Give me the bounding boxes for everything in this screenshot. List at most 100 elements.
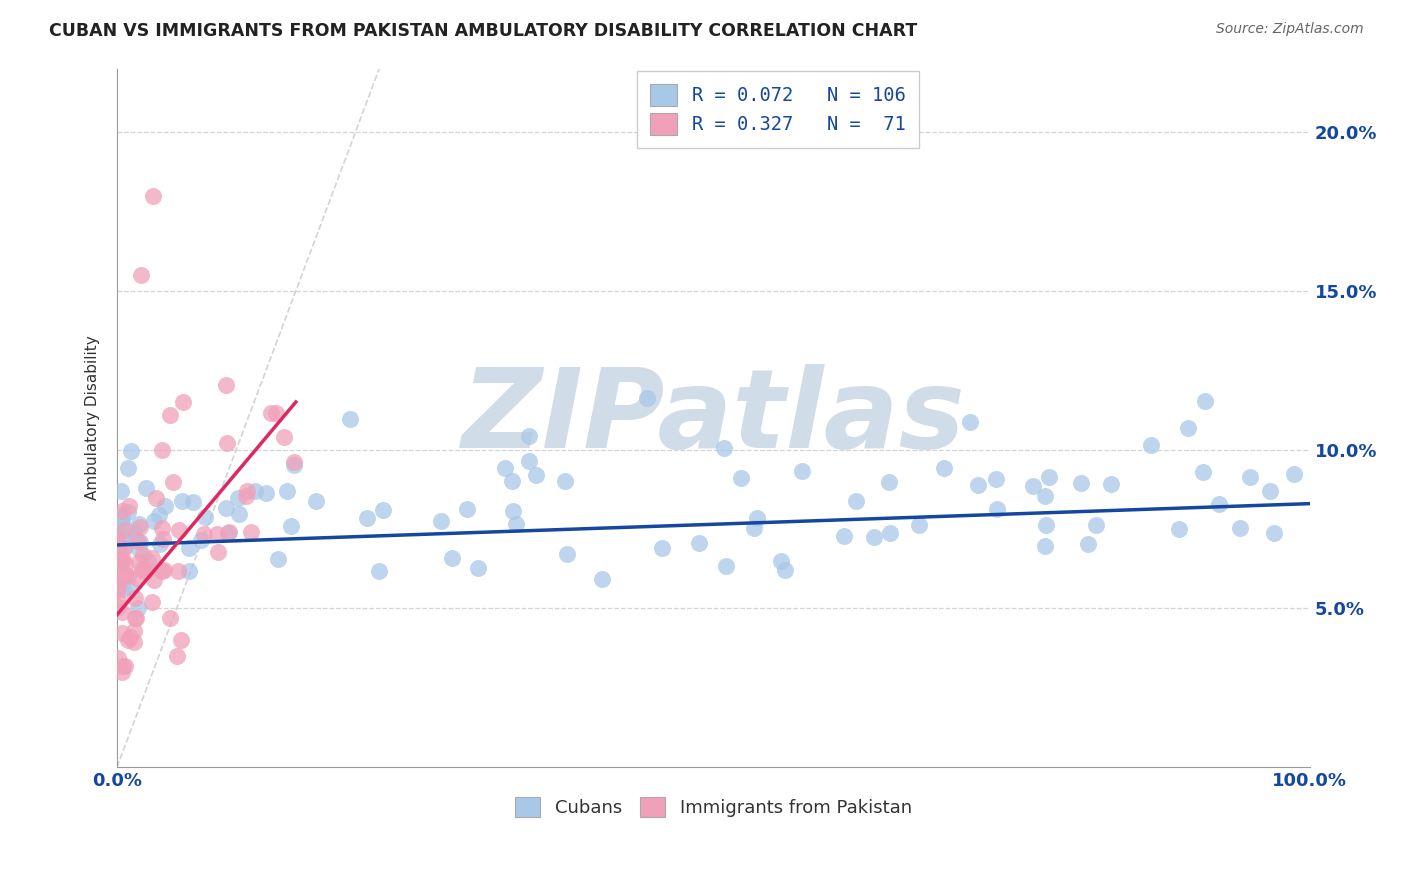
- Point: [190, 533, 212, 547]
- Point: [194, 509, 217, 524]
- Point: [966, 478, 988, 492]
- Point: [205, 527, 228, 541]
- Point: [111, 552, 134, 566]
- Point: [934, 460, 956, 475]
- Point: [276, 483, 298, 498]
- Point: [143, 574, 166, 588]
- Point: [159, 610, 181, 624]
- Text: CUBAN VS IMMIGRANTS FROM PAKISTAN AMBULATORY DISABILITY CORRELATION CHART: CUBAN VS IMMIGRANTS FROM PAKISTAN AMBULA…: [49, 22, 918, 40]
- Point: [172, 494, 194, 508]
- Point: [266, 552, 288, 566]
- Point: [441, 551, 464, 566]
- Point: [235, 489, 257, 503]
- Point: [122, 524, 145, 539]
- Point: [125, 611, 148, 625]
- Point: [124, 531, 146, 545]
- Point: [879, 526, 901, 541]
- Point: [591, 572, 613, 586]
- Point: [129, 268, 152, 282]
- Point: [557, 547, 579, 561]
- Point: [254, 486, 277, 500]
- Point: [128, 541, 150, 556]
- Point: [430, 514, 453, 528]
- Point: [283, 455, 305, 469]
- Point: [128, 519, 150, 533]
- Point: [145, 491, 167, 505]
- Point: [845, 494, 868, 508]
- Point: [1070, 476, 1092, 491]
- Point: [110, 508, 132, 523]
- Point: [111, 504, 134, 518]
- Point: [107, 540, 129, 554]
- Point: [111, 511, 134, 525]
- Point: [1177, 421, 1199, 435]
- Point: [105, 532, 128, 546]
- Point: [688, 535, 710, 549]
- Point: [228, 491, 250, 505]
- Point: [127, 571, 149, 585]
- Point: [1191, 465, 1213, 479]
- Point: [138, 554, 160, 568]
- Point: [117, 460, 139, 475]
- Point: [1085, 517, 1108, 532]
- Point: [141, 595, 163, 609]
- Point: [132, 548, 155, 562]
- Point: [150, 564, 173, 578]
- Point: [167, 524, 190, 538]
- Point: [135, 481, 157, 495]
- Point: [305, 493, 328, 508]
- Point: [714, 558, 737, 573]
- Point: [148, 508, 170, 523]
- Point: [107, 523, 129, 537]
- Point: [1033, 490, 1056, 504]
- Point: [769, 553, 792, 567]
- Point: [730, 471, 752, 485]
- Point: [159, 409, 181, 423]
- Point: [152, 532, 174, 546]
- Point: [110, 552, 132, 566]
- Point: [111, 509, 134, 524]
- Point: [773, 563, 796, 577]
- Point: [111, 582, 134, 597]
- Point: [467, 560, 489, 574]
- Point: [651, 541, 673, 555]
- Point: [141, 551, 163, 566]
- Point: [1035, 518, 1057, 533]
- Point: [494, 461, 516, 475]
- Point: [111, 605, 134, 619]
- Point: [112, 658, 135, 673]
- Point: [339, 412, 361, 426]
- Point: [170, 633, 193, 648]
- Point: [114, 568, 136, 582]
- Point: [148, 537, 170, 551]
- Point: [112, 523, 135, 537]
- Point: [1101, 476, 1123, 491]
- Point: [110, 484, 132, 499]
- Point: [744, 521, 766, 535]
- Point: [1033, 539, 1056, 553]
- Point: [908, 517, 931, 532]
- Point: [117, 505, 139, 519]
- Point: [228, 508, 250, 522]
- Point: [127, 600, 149, 615]
- Point: [114, 659, 136, 673]
- Point: [153, 499, 176, 513]
- Point: [790, 464, 813, 478]
- Point: [132, 564, 155, 578]
- Point: [502, 504, 524, 518]
- Point: [1263, 525, 1285, 540]
- Point: [166, 564, 188, 578]
- Point: [107, 544, 129, 558]
- Legend: Cubans, Immigrants from Pakistan: Cubans, Immigrants from Pakistan: [508, 789, 920, 824]
- Point: [713, 441, 735, 455]
- Point: [877, 475, 900, 490]
- Point: [524, 467, 547, 482]
- Point: [1038, 470, 1060, 484]
- Point: [118, 499, 141, 513]
- Point: [124, 611, 146, 625]
- Y-axis label: Ambulatory Disability: Ambulatory Disability: [86, 335, 100, 500]
- Point: [114, 522, 136, 536]
- Point: [177, 541, 200, 555]
- Point: [984, 472, 1007, 486]
- Point: [105, 582, 128, 597]
